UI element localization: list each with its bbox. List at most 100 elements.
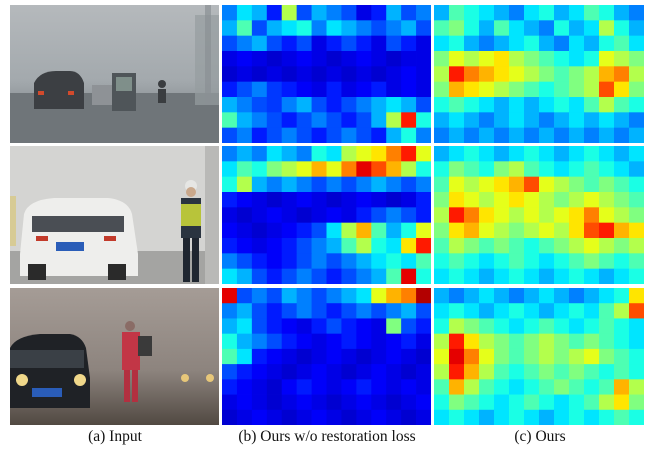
heatmap-cell	[509, 127, 525, 143]
heatmap-cell	[251, 394, 268, 411]
heatmap-cell	[614, 288, 630, 304]
heatmap-cell	[614, 348, 630, 365]
heatmap-cell	[479, 81, 495, 98]
heatmap-cell	[584, 5, 600, 21]
heatmap-cell	[614, 176, 630, 193]
heatmap-cell	[296, 192, 312, 208]
heatmap-cell	[326, 222, 342, 239]
heatmap-cell	[539, 394, 555, 411]
heatmap-cell	[266, 238, 283, 254]
heatmap-cell	[251, 364, 268, 380]
heatmap-cell	[266, 303, 283, 319]
heatmap-cell	[281, 81, 298, 98]
heatmap-cell	[554, 192, 570, 208]
heatmap-cell	[416, 192, 431, 208]
heatmap-cell	[236, 288, 253, 304]
heatmap-cell	[479, 112, 495, 129]
heatmap-cell	[222, 222, 238, 239]
heatmap-cell	[416, 268, 431, 284]
heatmap-cell	[539, 51, 555, 67]
heatmap-cell	[509, 97, 525, 113]
heatmap-cell	[449, 348, 465, 365]
heatmap-cell	[326, 5, 342, 21]
heatmap-cell	[539, 222, 555, 239]
heatmap-cell	[479, 192, 495, 208]
heatmap-cell	[236, 81, 253, 98]
heatmap-cell	[554, 66, 570, 83]
heatmap-cell	[371, 146, 387, 162]
heatmap-cell	[539, 364, 555, 380]
heatmap-cell	[401, 379, 417, 395]
heatmap-cell	[539, 238, 555, 254]
heatmap-cell	[296, 66, 312, 83]
heatmap-cell	[386, 333, 402, 350]
heatmap-cell	[296, 379, 312, 395]
heatmap-cell	[296, 348, 312, 365]
heatmap-cell	[434, 318, 450, 335]
heatmap-cell	[524, 51, 540, 67]
heatmap-cell	[464, 5, 480, 21]
heatmap-cell	[386, 303, 402, 319]
heatmap-cell	[434, 379, 450, 395]
heatmap-cell	[386, 112, 402, 129]
heatmap-cell	[494, 303, 510, 319]
heatmap-cell	[629, 207, 644, 224]
heatmap-cell	[524, 207, 540, 224]
heatmap-cell	[371, 268, 387, 284]
heatmap-cell	[554, 97, 570, 113]
heatmap-cell	[311, 35, 327, 52]
heatmap-cell	[464, 333, 480, 350]
heatmap-cell	[614, 268, 630, 284]
heatmap-cell	[251, 333, 268, 350]
heatmap-cell	[311, 379, 327, 395]
heatmap-cell	[614, 97, 630, 113]
heatmap-cell	[236, 35, 253, 52]
heatmap-cell	[326, 81, 342, 98]
heatmap-cell	[479, 303, 495, 319]
heatmap-cell	[629, 288, 644, 304]
heatmap-cell	[401, 161, 417, 178]
heatmap-cell	[434, 348, 450, 365]
heatmap-cell	[281, 35, 298, 52]
heatmap-cell	[296, 333, 312, 350]
caption-input: (a) Input	[88, 428, 142, 445]
heatmap-cell	[222, 409, 238, 425]
heatmap-cell	[524, 97, 540, 113]
heatmap-cell	[479, 66, 495, 83]
heatmap-cell	[326, 161, 342, 178]
heatmap-cell	[416, 364, 431, 380]
heatmap-cell	[236, 409, 253, 425]
heatmap-cell	[614, 207, 630, 224]
heatmap-cell	[236, 20, 253, 37]
heatmap-cell	[434, 51, 450, 67]
heatmap-cell	[449, 288, 465, 304]
heatmap-cell	[569, 176, 585, 193]
heatmap-cell	[356, 288, 372, 304]
caption-ours: (c) Ours	[514, 428, 566, 445]
heatmap-cell	[281, 394, 298, 411]
heatmap-cell	[449, 146, 465, 162]
heatmap-cell	[356, 364, 372, 380]
heatmap-cell	[509, 81, 525, 98]
heatmap-cell	[614, 409, 630, 425]
heatmap-cell	[311, 5, 327, 21]
heatmap-cell	[524, 127, 540, 143]
heatmap-cell	[311, 318, 327, 335]
heatmap-cell	[341, 268, 357, 284]
heatmap-cell	[251, 288, 268, 304]
heatmap-cell	[266, 348, 283, 365]
heatmap-cell	[386, 127, 402, 143]
heatmap-cell	[386, 66, 402, 83]
heatmap-cell	[266, 409, 283, 425]
heatmap-cell	[584, 253, 600, 270]
heatmap-cell	[524, 112, 540, 129]
heatmap-cell	[236, 127, 253, 143]
heatmap-cell	[341, 112, 357, 129]
heatmap-cell	[401, 35, 417, 52]
heatmap-cell	[251, 207, 268, 224]
heatmap-cell	[311, 303, 327, 319]
heatmap-cell	[434, 288, 450, 304]
heatmap-cell	[584, 222, 600, 239]
heatmap-cell	[464, 35, 480, 52]
heatmap-cell	[222, 288, 238, 304]
